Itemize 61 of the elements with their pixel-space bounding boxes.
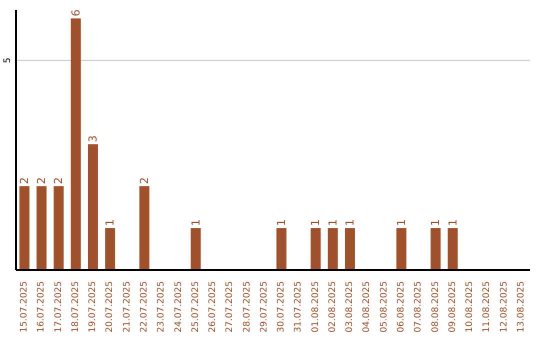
- x-tick-label: 13.08.2025: [516, 281, 526, 333]
- x-tick-label: 04.08.2025: [362, 281, 372, 333]
- data-label: 6: [69, 9, 82, 16]
- data-label: 3: [86, 135, 100, 142]
- x-tick-label: 01.08.2025: [310, 281, 321, 333]
- x-tick-label: 19.07.2025: [88, 281, 98, 333]
- x-tick-label: 18.07.2025: [70, 281, 81, 333]
- x-tick-label: 02.08.2025: [328, 281, 338, 333]
- x-tick-label: 03.08.2025: [345, 281, 356, 333]
- x-tick-label: 05.08.2025: [379, 281, 390, 333]
- bar: [276, 228, 286, 270]
- x-tick-label: 29.07.2025: [259, 281, 270, 333]
- bar: [430, 228, 441, 270]
- x-tick-label: 22.07.2025: [140, 281, 150, 333]
- data-label: 2: [52, 177, 66, 184]
- x-tick-label: 24.07.2025: [174, 281, 184, 333]
- x-tick-label: 09.08.2025: [448, 281, 458, 333]
- x-tick-label: 27.07.2025: [225, 281, 236, 333]
- data-label: 1: [189, 219, 202, 226]
- y-tick-label: 5: [3, 57, 13, 64]
- bar: [105, 228, 116, 270]
- bar: [310, 228, 321, 270]
- bar: [190, 228, 201, 270]
- data-label: 1: [104, 219, 117, 226]
- data-label: 1: [394, 219, 408, 226]
- data-label: 2: [18, 177, 31, 184]
- x-tick-label: 21.07.2025: [122, 281, 132, 333]
- bar: [328, 228, 338, 270]
- x-tick-label: 20.07.2025: [105, 281, 116, 333]
- x-tick-label: 11.08.2025: [482, 281, 492, 333]
- bar: [448, 228, 458, 270]
- bar: [396, 228, 406, 270]
- data-label: 2: [138, 177, 151, 184]
- x-tick-label: 17.07.2025: [54, 281, 64, 333]
- x-tick-label: 10.08.2025: [465, 281, 476, 333]
- data-label: 1: [326, 219, 340, 226]
- bar: [36, 186, 47, 270]
- bar: [139, 186, 150, 270]
- x-tick-label: 28.07.2025: [242, 281, 252, 333]
- x-tick-label: 31.07.2025: [294, 281, 304, 333]
- x-tick-label: 06.08.2025: [396, 281, 406, 333]
- data-label: 1: [309, 219, 322, 226]
- data-label: 1: [446, 219, 460, 226]
- bar: [88, 144, 98, 270]
- x-tick-label: 16.07.2025: [36, 281, 47, 333]
- bar: [344, 228, 355, 270]
- data-label: 1: [429, 219, 442, 226]
- x-tick-label: 15.07.2025: [20, 281, 30, 333]
- x-tick-label: 25.07.2025: [190, 281, 201, 333]
- x-tick-label: 26.07.2025: [208, 281, 218, 333]
- data-label: 1: [343, 219, 356, 226]
- x-tick-label: 07.08.2025: [414, 281, 424, 333]
- x-tick-label: 08.08.2025: [430, 281, 441, 333]
- bar: [54, 186, 64, 270]
- x-tick-label: 30.07.2025: [276, 281, 287, 333]
- data-label: 2: [35, 177, 48, 184]
- data-label: 1: [274, 219, 288, 226]
- x-tick-label: 12.08.2025: [499, 281, 510, 333]
- x-tick-label: 23.07.2025: [156, 281, 167, 333]
- bar: [19, 186, 30, 270]
- bar: [70, 18, 81, 270]
